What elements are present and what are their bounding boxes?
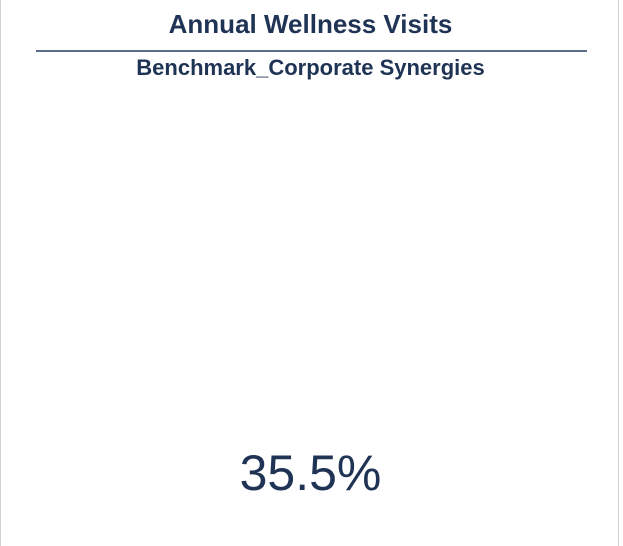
kpi-value: 35.5% xyxy=(239,445,382,501)
tile-title: Annual Wellness Visits xyxy=(168,9,453,39)
title-divider xyxy=(36,50,587,52)
tile-subtitle: Benchmark_Corporate Synergies xyxy=(136,55,485,80)
